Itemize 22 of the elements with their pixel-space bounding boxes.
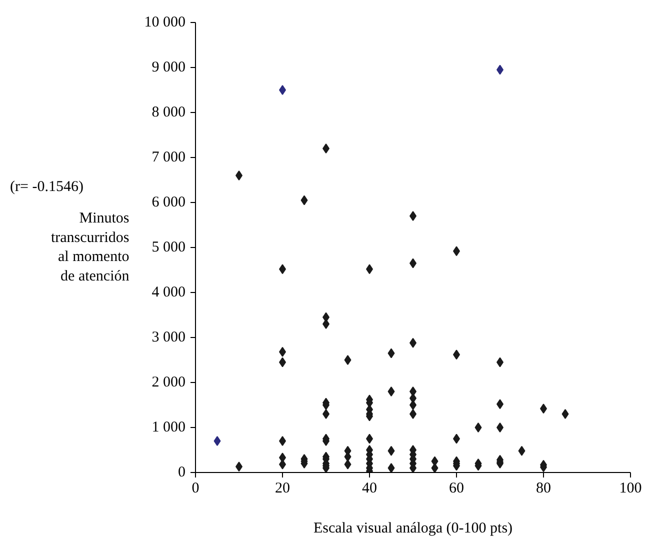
point — [279, 85, 286, 95]
y-tick-label: 8 000 — [152, 104, 186, 120]
x-tick-label: 20 — [275, 480, 290, 496]
y-tick-label: 6 000 — [152, 194, 186, 210]
x-tick-label: 80 — [536, 480, 551, 496]
y-tick-label: 2 000 — [152, 374, 186, 390]
y-tick-label: 0 — [178, 464, 186, 480]
y-tick-label: 4 000 — [152, 284, 186, 300]
y-tick-label: 9 000 — [152, 60, 186, 76]
y-tick-label: 1 000 — [152, 420, 186, 436]
y-tick-label: 10 000 — [144, 14, 186, 30]
x-axis-title: Escala visual análoga (0-100 pts) — [313, 520, 513, 536]
y-axis-title: Minutos transcurridos al momento de atención — [50, 210, 130, 284]
x-tick-label: 100 — [619, 480, 642, 496]
point — [214, 436, 221, 446]
x-tick-label: 60 — [449, 480, 464, 496]
y-tick-label: 5 000 — [152, 240, 186, 256]
x-tick-label: 0 — [192, 480, 200, 496]
text: (r= -0.1546) — [10, 178, 84, 197]
y-tick-label: 3 000 — [152, 330, 186, 346]
y-tick-label: 7 000 — [152, 150, 186, 166]
x-tick-label: 40 — [362, 480, 377, 496]
